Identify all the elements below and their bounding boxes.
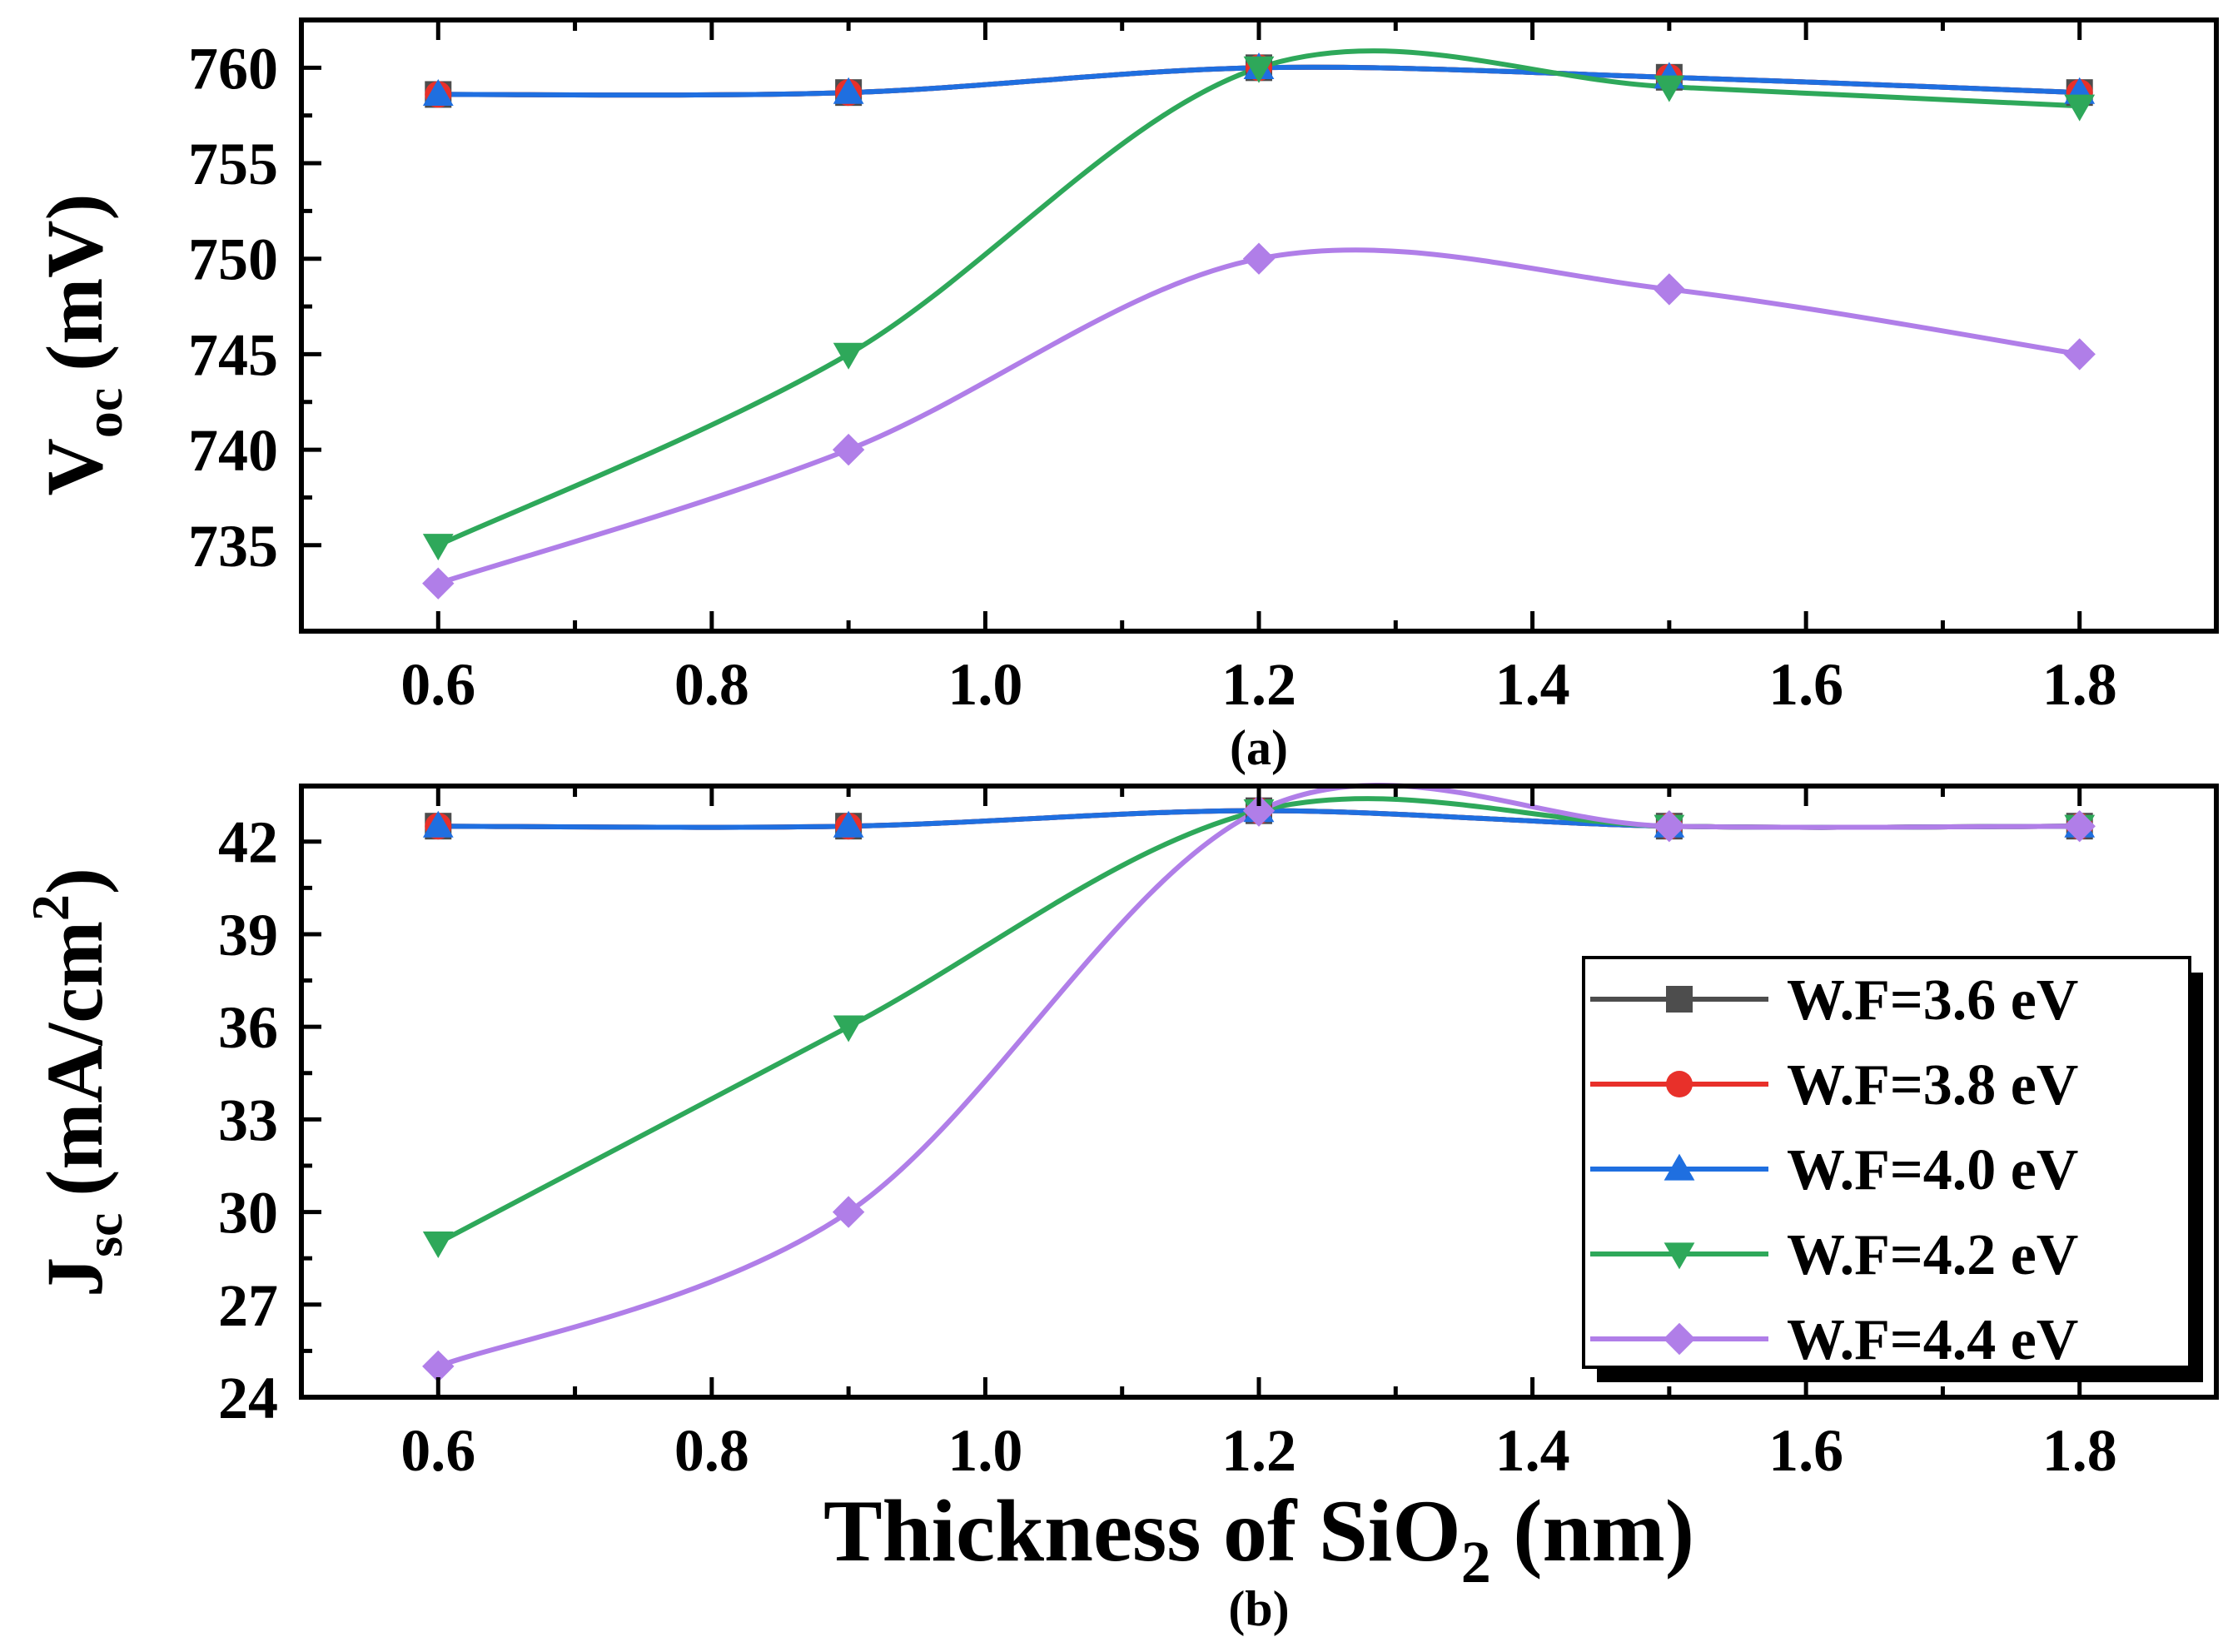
panel-a-series-5-point: [832, 433, 865, 466]
panel-b-series-4-point: [422, 1232, 454, 1259]
panel-a-x-tick-label: 0.8: [674, 651, 749, 718]
panel-a-series-4-point: [1654, 75, 1685, 102]
panel-b-y-title-sup: 2: [21, 894, 80, 921]
legend: W.F=3.6 eV W.F=3.8 eV W.F=4.0 eV W.F=4.2 eV…: [1582, 956, 2203, 1382]
panel-a-axes: 0.6 0.8 1.0 1.2 1.4 1.6 1.8 735 740 745 750 755 760: [188, 20, 2117, 718]
panel-a-y-tick-label: 760: [188, 35, 278, 102]
panel-b-series-line-5: [437, 783, 2080, 1369]
panel-a-y-title-main: V: [30, 438, 119, 495]
panel-b-x-tick-label: 0.6: [400, 1417, 475, 1484]
legend-label-4: W.F=4.2 eV: [1787, 1223, 2078, 1287]
legend-box: [1582, 956, 2191, 1369]
panel-a-x-tick-label: 1.6: [1768, 651, 1843, 718]
x-axis-title-unit: (nm): [1491, 1482, 1694, 1580]
panel-a-y-tick-label: 750: [188, 226, 278, 293]
panel-a-x-tick-label: 0.6: [400, 651, 475, 718]
legend-label-3: W.F=4.0 eV: [1787, 1138, 2078, 1202]
legend-label-2: W.F=3.8 eV: [1787, 1053, 2078, 1117]
panel-a-voc: 0.6 0.8 1.0 1.2 1.4 1.6 1.8735740745750755760 …: [30, 17, 2219, 775]
panel-a-series-4-point: [833, 342, 864, 370]
legend-label-1: W.F=3.6 eV: [1787, 968, 2078, 1032]
legend-label-5: W.F=4.4 eV: [1787, 1308, 2078, 1372]
panel-a-x-tick-label: 1.8: [2042, 651, 2117, 718]
panel-a-series-line-5: [437, 247, 2081, 586]
panel-b-series-5-point: [422, 1350, 455, 1383]
panel-b-series-3-point: [833, 810, 864, 838]
panel-b-x-tick-label: 1.6: [1768, 1417, 1843, 1484]
panel-b-y-tick-label: 30: [218, 1180, 278, 1246]
panel-a-series-3-point: [422, 79, 454, 107]
panel-b-x-tick-label: 1.0: [947, 1417, 1022, 1484]
panel-a-y-title-sub: oc: [74, 388, 133, 438]
panel-b-y-tick-label: 33: [218, 1087, 278, 1153]
panel-a-series-4-point: [2064, 94, 2096, 122]
panel-b-y-title-sub: sc: [74, 1213, 133, 1257]
panel-a-series-4-point: [1243, 56, 1275, 83]
panel-b-y-title-main: J: [30, 1257, 119, 1297]
x-axis-title-main: Thickness of SiO: [823, 1482, 1461, 1580]
panel-a-series-5-point: [1653, 273, 1686, 306]
panel-b-y-tick-label: 27: [218, 1272, 278, 1339]
panel-a-series-5-point: [422, 567, 455, 600]
panel-b-x-tick-label: 0.8: [674, 1417, 749, 1484]
panel-a-series-3-point: [833, 77, 864, 104]
panel-b-series-4-point: [833, 1015, 864, 1042]
panel-b-y-title: Jsc (mA/cm2): [21, 868, 133, 1297]
panel-b-y-tick-label: 36: [218, 994, 278, 1061]
panel-a-y-title: Voc (mV): [30, 194, 133, 496]
panel-b-label: (b): [1228, 1581, 1289, 1636]
legend-marker-3: [1664, 1153, 1695, 1181]
panel-a-y-tick-label: 745: [188, 321, 278, 388]
panel-a-series-5-point: [2063, 338, 2096, 371]
panel-b-y-tick-label: 39: [218, 902, 278, 968]
panel-a-label: (a): [1230, 720, 1288, 775]
panel-b-y-title-close: ): [30, 868, 119, 894]
panel-a-plot-area: [422, 48, 2096, 600]
panel-a-x-tick-label: 1.4: [1495, 651, 1570, 718]
panel-a-y-title-unit: (mV): [30, 194, 119, 371]
panel-a-x-tick-label: 1.0: [947, 651, 1022, 718]
legend-marker-2: [1666, 1071, 1693, 1097]
panel-a-series-5-point: [1242, 242, 1276, 275]
panel-a-series-line-4: [437, 48, 2080, 548]
panel-a-x-tick-label: 1.2: [1221, 651, 1296, 718]
panel-b-series-5-point: [2063, 809, 2096, 843]
panel-b-y-tick-label: 24: [218, 1365, 278, 1431]
panel-a-y-tick-label: 755: [188, 131, 278, 197]
panel-b-series-5-point: [1653, 809, 1686, 843]
legend-marker-1: [1666, 986, 1693, 1013]
panel-b-x-tick-label: 1.8: [2042, 1417, 2117, 1484]
panel-a-y-tick-label: 735: [188, 513, 278, 580]
x-axis-title: Thickness of SiO2 (nm): [823, 1482, 1694, 1595]
panel-b-y-tick-label: 42: [218, 809, 278, 876]
legend-marker-4: [1664, 1242, 1695, 1270]
panel-b-series-5-point: [1242, 794, 1276, 827]
panel-b-y-title-unit: (mA/cm: [30, 921, 119, 1197]
panel-a-series-4-point: [422, 534, 454, 561]
x-axis-title-sub: 2: [1461, 1529, 1491, 1595]
legend-marker-5: [1663, 1322, 1696, 1356]
panel-a-y-tick-label: 740: [188, 417, 278, 484]
panel-b-plot-area: [422, 783, 2096, 1383]
panel-b-series-5-point: [832, 1196, 865, 1228]
panel-b-series-3-point: [422, 810, 454, 838]
panel-b-axes: 0.6 0.8 1.0 1.2 1.4 1.6 1.8 24 27 30 33 36 39 42: [218, 786, 2117, 1484]
panel-b-x-tick-label: 1.2: [1221, 1417, 1296, 1484]
panel-b-x-tick-label: 1.4: [1495, 1417, 1570, 1484]
